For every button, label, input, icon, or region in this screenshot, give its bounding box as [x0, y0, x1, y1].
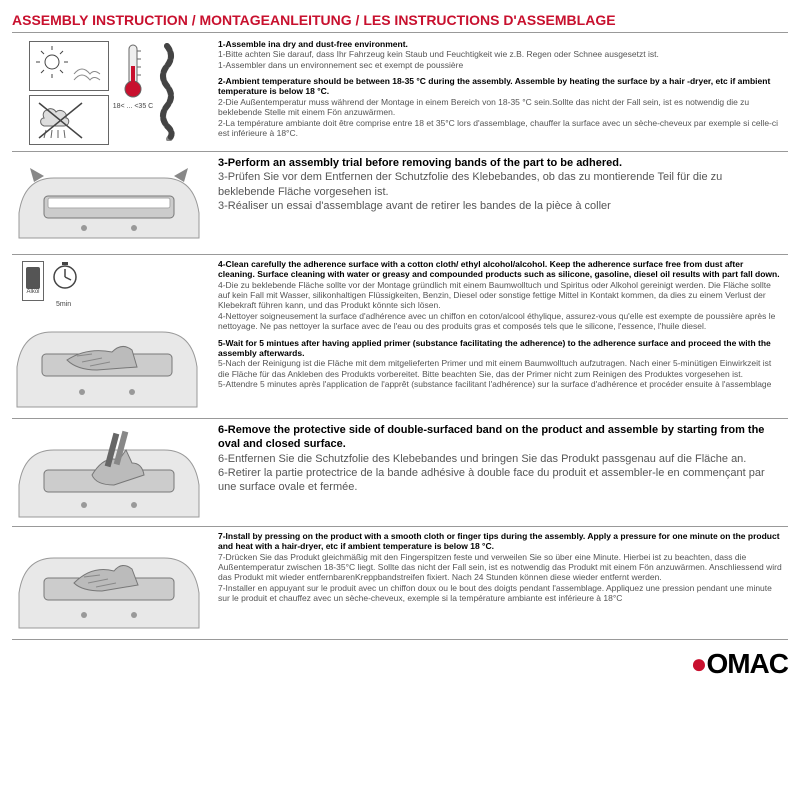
illustration-step-7 — [12, 527, 212, 639]
instruction-text-3: 3-Perform an assembly trial before remov… — [212, 152, 788, 254]
timer-icon — [50, 261, 80, 291]
timer-label: 5min — [12, 301, 71, 308]
illustration-step-6 — [12, 419, 212, 526]
temperature-label: 18< ... <35 C — [113, 103, 153, 110]
instruction-row-5: 7-Install by pressing on the product wit… — [12, 527, 788, 640]
instruction-row-4: 6-Remove the protective side of double-s… — [12, 419, 788, 527]
illustration-step-3 — [12, 152, 212, 254]
instruction-text-4-5: 4-Clean carefully the adherence surface … — [212, 255, 788, 418]
thermometer-icon — [118, 41, 148, 101]
instruction-text-1-2: 1-Assemble ina dry and dust-free environ… — [212, 35, 788, 151]
tape-strip-icon — [157, 41, 189, 141]
brand-logo: ●OMAC — [12, 648, 788, 680]
instruction-row-2: 3-Perform an assembly trial before remov… — [12, 152, 788, 255]
illustration-step-1-2: 18< ... <35 C — [12, 35, 212, 151]
instruction-text-7: 7-Install by pressing on the product wit… — [212, 527, 788, 639]
instruction-row-1: 18< ... <35 C 1-Assemble ina dry and dus… — [12, 35, 788, 152]
instruction-row-3: Alkol 5min 4-Clean carefully the adheren… — [12, 255, 788, 419]
illustration-step-4-5: Alkol 5min — [12, 255, 212, 418]
page-title: ASSEMBLY INSTRUCTION / MONTAGEANLEITUNG … — [12, 12, 788, 33]
instruction-text-6: 6-Remove the protective side of double-s… — [212, 419, 788, 526]
